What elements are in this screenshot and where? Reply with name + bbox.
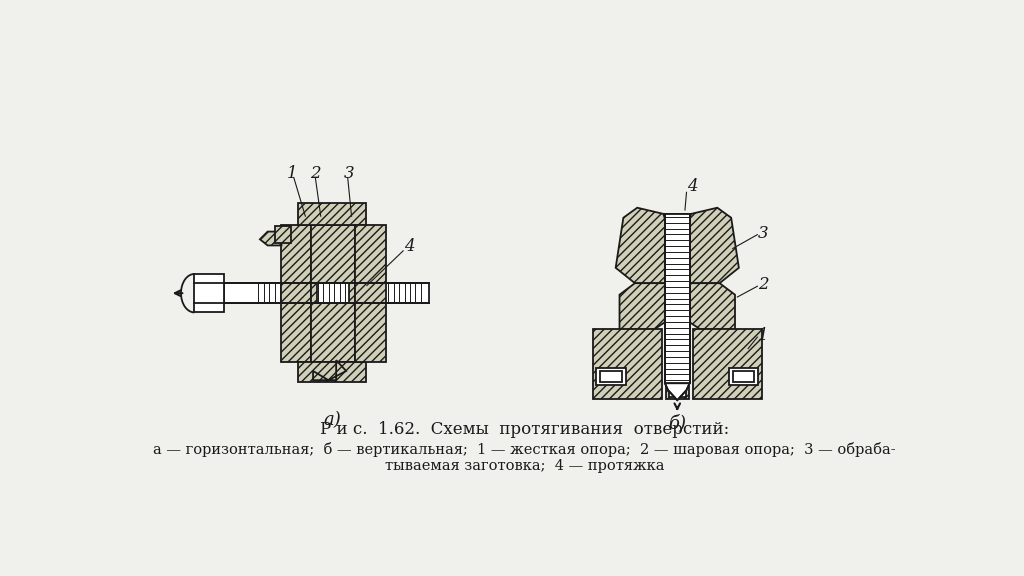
Bar [600,371,622,382]
Text: тываемая заготовка;  4 — протяжка: тываемая заготовка; 4 — протяжка [385,460,665,473]
Bar [282,283,310,303]
Text: 4: 4 [687,179,698,195]
Text: 1: 1 [758,327,769,344]
Polygon shape [665,383,689,400]
Polygon shape [689,283,735,329]
Polygon shape [260,232,282,245]
Bar [310,225,355,362]
Text: Р и с.  1.62.  Схемы  протягивания  отверстий:: Р и с. 1.62. Схемы протягивания отверсти… [321,421,729,438]
Bar [733,371,755,382]
Text: 2: 2 [310,165,321,181]
Bar [355,225,386,362]
Bar [665,214,689,383]
Bar [282,225,310,362]
Text: 3: 3 [344,165,354,181]
Bar [596,368,626,385]
Text: а): а) [324,411,341,429]
Text: 2: 2 [758,276,769,293]
Bar [669,331,686,397]
Bar [195,274,223,312]
Text: 4: 4 [404,238,415,256]
Bar [666,329,689,399]
Polygon shape [620,283,666,329]
Polygon shape [615,208,666,283]
Bar [310,283,355,303]
Bar [298,362,367,382]
Bar [316,283,349,303]
Bar [298,203,367,225]
Text: а — горизонтальная;  б — вертикальная;  1 — жесткая опора;  2 — шаровая опора;  : а — горизонтальная; б — вертикальная; 1 … [154,442,896,457]
Bar [593,329,662,399]
Bar [729,368,758,385]
Text: б): б) [669,414,686,433]
Text: 3: 3 [758,225,769,241]
Bar [223,283,429,303]
Bar [692,329,762,399]
Bar [355,283,386,303]
Bar [665,214,689,383]
Bar [275,226,291,243]
Polygon shape [689,208,739,283]
Text: 1: 1 [287,165,298,181]
Polygon shape [313,360,346,380]
